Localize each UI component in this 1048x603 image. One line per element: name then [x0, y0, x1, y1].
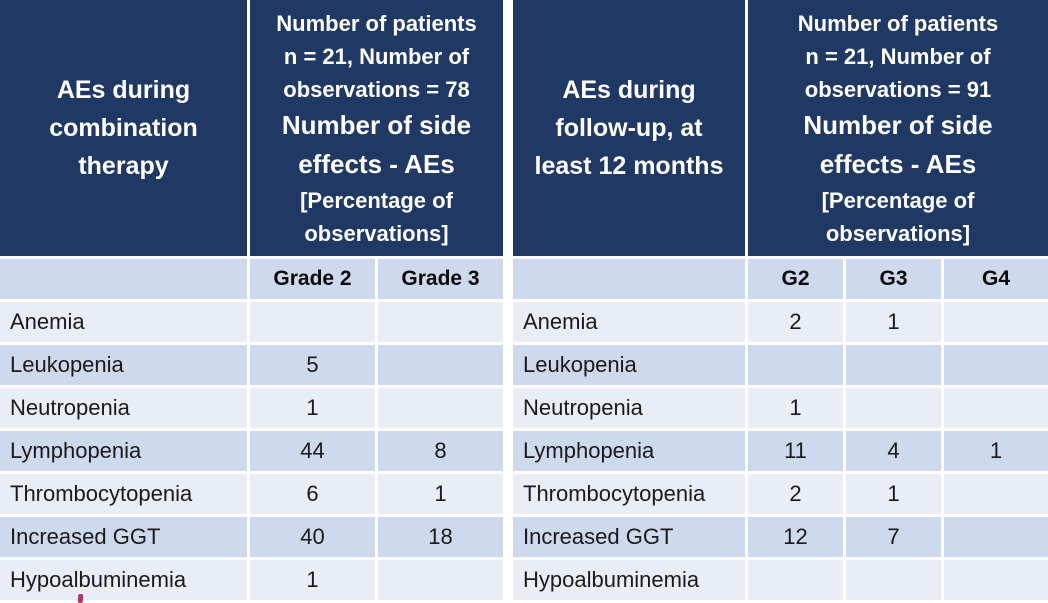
grade-header-grade3: Grade 3 [378, 259, 503, 299]
stats-patients-observations: Number of patients n = 21, Number of obs… [797, 10, 999, 102]
stats-side-effects: Number of side effects - AEs [803, 109, 993, 179]
cell-value: 1 [944, 431, 1048, 471]
cell-value [748, 560, 843, 600]
cell-value: 1 [748, 388, 843, 428]
row-label-hypoalbuminemia: Hypoalbuminemia [513, 560, 745, 600]
grade-header-g2: G2 [748, 259, 843, 299]
cell-value [944, 560, 1048, 600]
grade-header-g4: G4 [944, 259, 1048, 299]
grade-header-corner [513, 259, 745, 299]
stray-pink-mark [77, 593, 84, 603]
cell-value: 18 [378, 517, 503, 557]
row-label-neutropenia: Neutropenia [513, 388, 745, 428]
cell-value: 1 [378, 474, 503, 514]
cell-value: 12 [748, 517, 843, 557]
table-stats-header-combination: Number of patients n = 21, Number of obs… [250, 0, 503, 256]
cell-value: 1 [250, 388, 375, 428]
cell-value [944, 302, 1048, 342]
cell-value: 6 [250, 474, 375, 514]
row-label-leukopenia: Leukopenia [0, 345, 247, 385]
cell-value: 4 [846, 431, 941, 471]
cell-value: 8 [378, 431, 503, 471]
cell-value [250, 302, 375, 342]
row-label-increased-ggt: Increased GGT [0, 517, 247, 557]
row-label-lymphopenia: Lymphopenia [513, 431, 745, 471]
cell-value: 11 [748, 431, 843, 471]
stats-side-effects: Number of side effects - AEs [281, 109, 472, 179]
cell-value: 7 [846, 517, 941, 557]
cell-value: 2 [748, 302, 843, 342]
stats-patients-observations: Number of patients n = 21, Number of obs… [276, 10, 477, 102]
cell-value [378, 560, 503, 600]
grade-header-corner [0, 259, 247, 299]
row-label-anemia: Anemia [0, 302, 247, 342]
row-label-thrombocytopenia: Thrombocytopenia [513, 474, 745, 514]
row-label-lymphopenia: Lymphopenia [0, 431, 247, 471]
cell-value [846, 345, 941, 385]
row-label-hypoalbuminemia: Hypoalbuminemia [0, 560, 247, 600]
table-title-follow-up: AEs during follow-up, at least 12 months [513, 0, 745, 256]
grade-header-grade2: Grade 2 [250, 259, 375, 299]
cell-value [944, 345, 1048, 385]
cell-value: 1 [846, 302, 941, 342]
cell-value: 5 [250, 345, 375, 385]
row-label-thrombocytopenia: Thrombocytopenia [0, 474, 247, 514]
cell-value: 1 [250, 560, 375, 600]
row-label-leukopenia: Leukopenia [513, 345, 745, 385]
cell-value [944, 388, 1048, 428]
cell-value [944, 474, 1048, 514]
cell-value: 40 [250, 517, 375, 557]
table-stats-header-follow-up: Number of patients n = 21, Number of obs… [748, 0, 1048, 256]
cell-value: 44 [250, 431, 375, 471]
cell-value [944, 517, 1048, 557]
table-combination-therapy: AEs during combination therapy Number of… [0, 0, 503, 603]
cell-value [846, 388, 941, 428]
cell-value [748, 345, 843, 385]
cell-value [378, 302, 503, 342]
table-follow-up: AEs during follow-up, at least 12 months… [513, 0, 1048, 603]
table-title-combination: AEs during combination therapy [0, 0, 247, 256]
stats-percentage-note: [Percentage of observations] [300, 187, 453, 246]
cell-value [846, 560, 941, 600]
cell-value: 2 [748, 474, 843, 514]
row-label-neutropenia: Neutropenia [0, 388, 247, 428]
row-label-anemia: Anemia [513, 302, 745, 342]
cell-value [378, 388, 503, 428]
cell-value [378, 345, 503, 385]
grade-header-g3: G3 [846, 259, 941, 299]
row-label-increased-ggt: Increased GGT [513, 517, 745, 557]
stats-percentage-note: [Percentage of observations] [821, 187, 975, 246]
cell-value: 1 [846, 474, 941, 514]
